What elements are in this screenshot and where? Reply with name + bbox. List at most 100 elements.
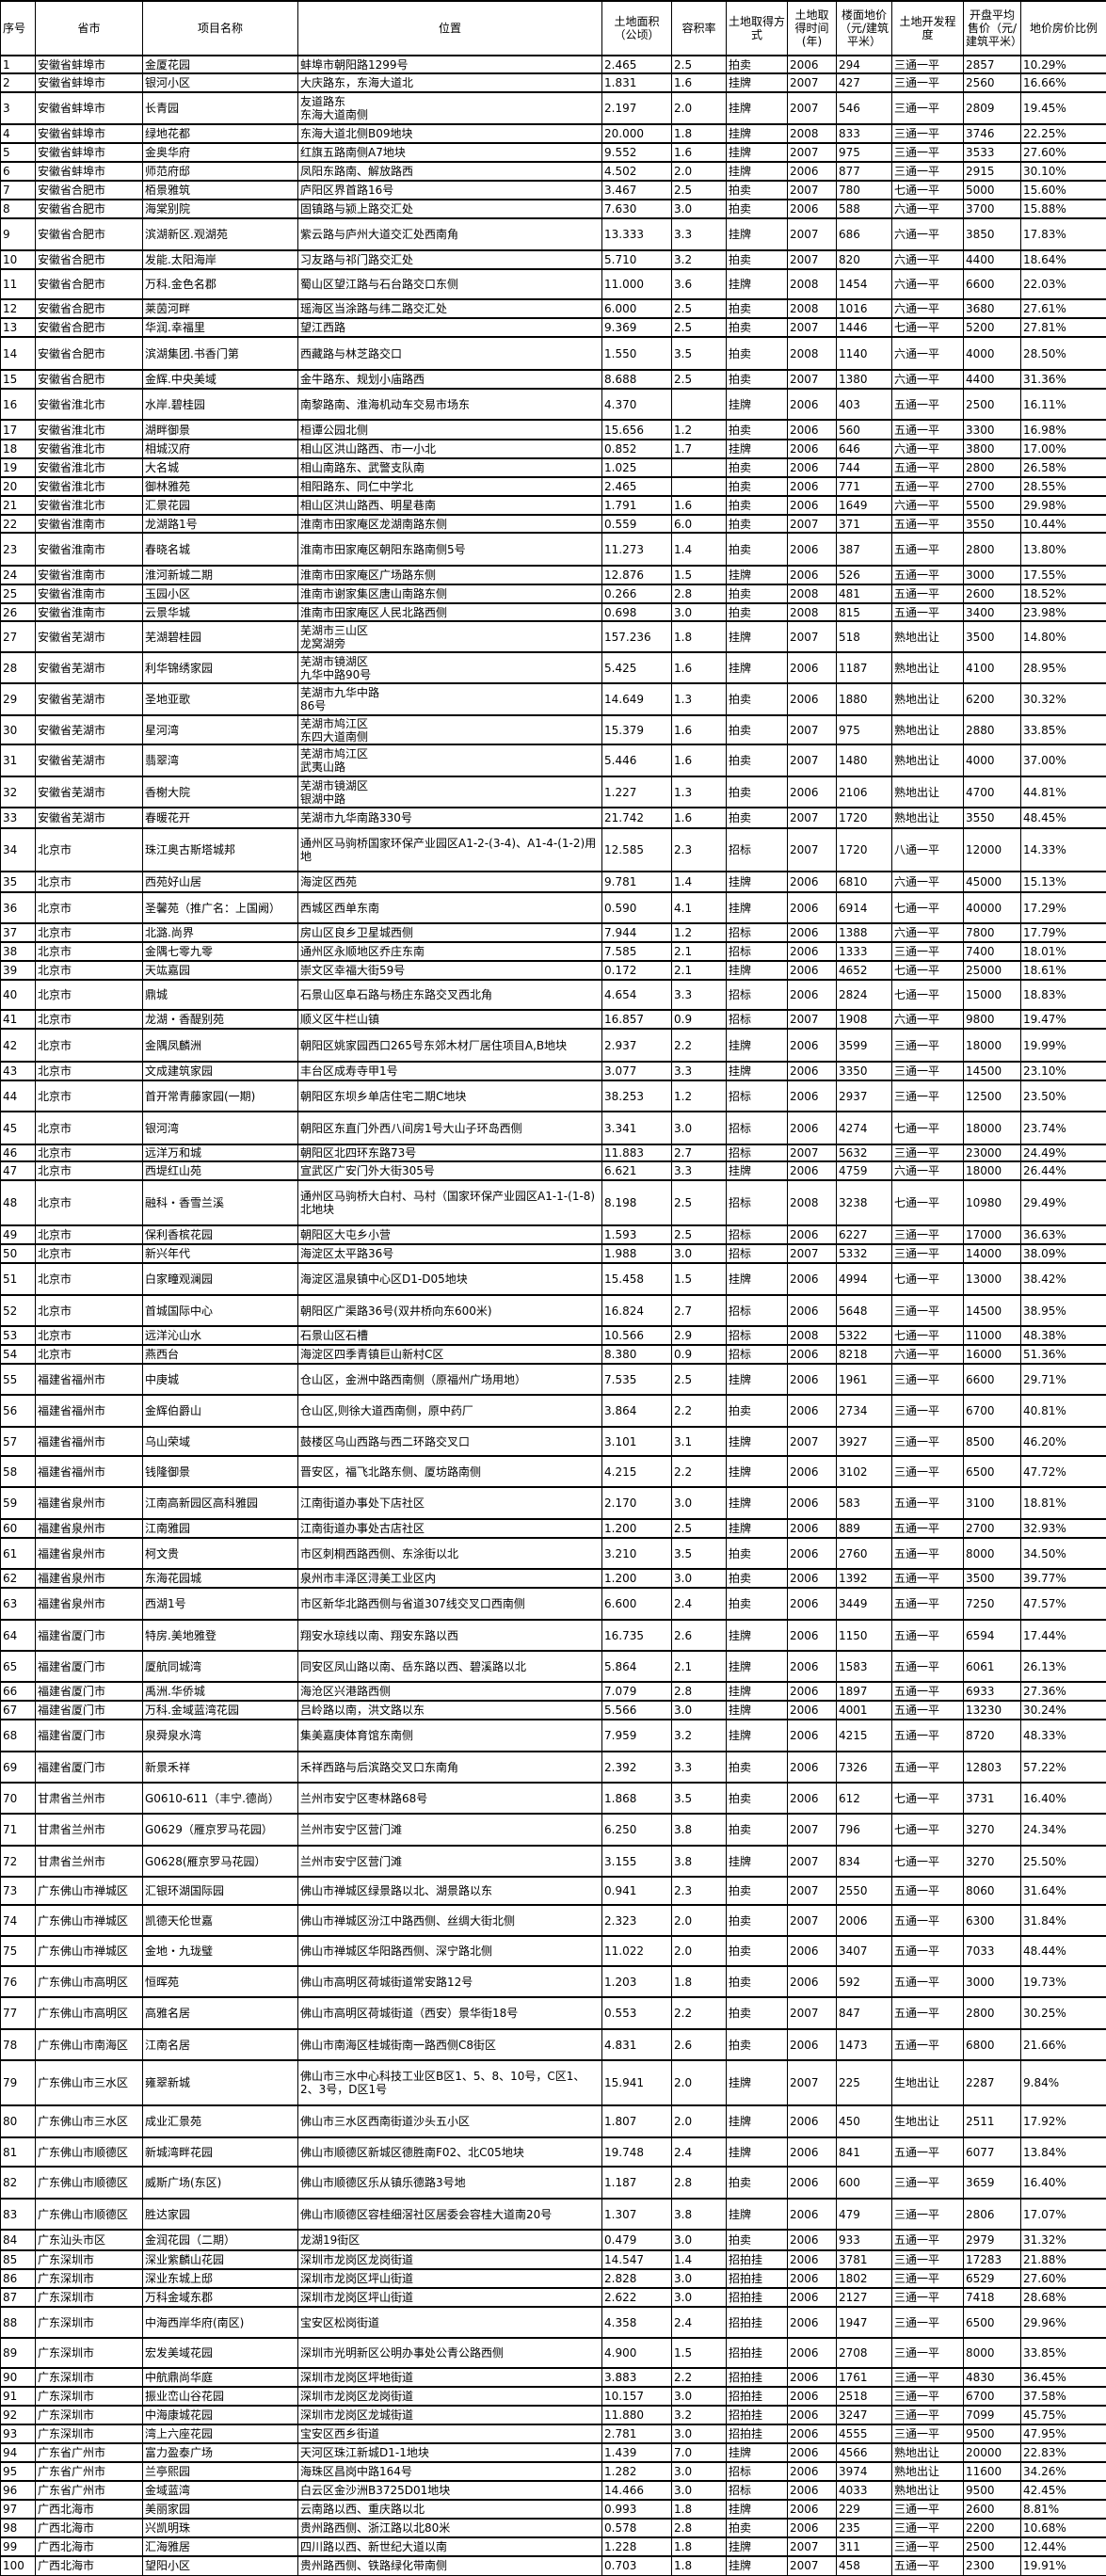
cell-avg-sale-price: 6700 xyxy=(964,1395,1021,1427)
cell-plot-ratio: 1.8 xyxy=(672,2537,727,2556)
cell-project-name: 美丽家园 xyxy=(143,2500,298,2519)
cell-location: 海淀区西苑 xyxy=(298,872,602,892)
cell-land-area: 16.824 xyxy=(602,1295,672,1326)
cell-plot-ratio: 2.5 xyxy=(672,181,727,200)
cell-province-city: 北京市 xyxy=(36,1263,143,1295)
cell-index: 47 xyxy=(1,1161,36,1180)
cell-plot-ratio: 3.0 xyxy=(672,1112,727,1144)
cell-development-level: 五通一平 xyxy=(892,533,964,566)
cell-land-house-price-ratio: 29.49% xyxy=(1021,1180,1106,1225)
cell-avg-sale-price: 3000 xyxy=(964,1966,1021,1997)
cell-plot-ratio: 2.6 xyxy=(672,1620,727,1651)
cell-province-city: 安徽省芜湖市 xyxy=(36,744,143,776)
cell-land-area: 0.703 xyxy=(602,2556,672,2575)
cell-index: 87 xyxy=(1,2288,36,2307)
cell-land-area: 0.479 xyxy=(602,2230,672,2250)
cell-index: 100 xyxy=(1,2556,36,2575)
cell-plot-ratio: 3.2 xyxy=(672,1720,727,1752)
cell-land-house-price-ratio: 8.81% xyxy=(1021,2500,1106,2519)
column-header-land-area: 土地面积（公顷） xyxy=(602,1,672,56)
cell-land-area: 2.937 xyxy=(602,1029,672,1062)
cell-avg-sale-price: 14000 xyxy=(964,1244,1021,1263)
cell-acquisition-year: 2006 xyxy=(788,1519,837,1538)
cell-development-level: 五通一平 xyxy=(892,2137,964,2167)
cell-location: 佛山市高明区荷城街道常安路12号 xyxy=(298,1966,602,1997)
cell-location: 大庆路东，东海大道北 xyxy=(298,73,602,92)
cell-land-area: 4.831 xyxy=(602,2029,672,2060)
cell-land-area: 6.600 xyxy=(602,1588,672,1620)
cell-land-area: 11.880 xyxy=(602,2406,672,2424)
cell-floor-price: 2550 xyxy=(837,1877,892,1905)
cell-development-level: 五通一平 xyxy=(892,1720,964,1752)
cell-floor-price: 2824 xyxy=(837,980,892,1010)
cell-acquisition-method: 挂牌 xyxy=(727,2556,788,2575)
cell-province-city: 安徽省合肥市 xyxy=(36,218,143,250)
cell-index: 53 xyxy=(1,1326,36,1345)
cell-development-level: 七通一平 xyxy=(892,980,964,1010)
cell-location: 淮南市田家庵区龙湖南路东侧 xyxy=(298,515,602,533)
cell-location: 通州区马驹桥国家环保产业园区A1-2-(3-4)、A1-4-(1-2)用地 xyxy=(298,828,602,872)
cell-index: 91 xyxy=(1,2387,36,2406)
cell-location: 芜湖市镜湖区 九华中路90号 xyxy=(298,652,602,683)
cell-project-name: 兴凯明珠 xyxy=(143,2519,298,2537)
cell-land-area: 15.458 xyxy=(602,1263,672,1295)
cell-land-area: 9.552 xyxy=(602,143,672,162)
cell-development-level: 五通一平 xyxy=(892,566,964,584)
cell-province-city: 广东佛山市禅城区 xyxy=(36,1905,143,1936)
cell-floor-price: 933 xyxy=(837,2230,892,2250)
cell-land-house-price-ratio: 36.63% xyxy=(1021,1225,1106,1244)
cell-avg-sale-price: 2880 xyxy=(964,715,1021,744)
cell-floor-price: 3781 xyxy=(837,2250,892,2269)
cell-development-level: 熟地出让 xyxy=(892,744,964,776)
cell-acquisition-year: 2007 xyxy=(788,181,837,200)
cell-index: 72 xyxy=(1,1846,36,1877)
cell-acquisition-method: 拍卖 xyxy=(727,250,788,269)
cell-province-city: 安徽省芜湖市 xyxy=(36,621,143,652)
cell-plot-ratio: 1.8 xyxy=(672,2500,727,2519)
cell-location: 桓谭公园北侧 xyxy=(298,420,602,440)
cell-province-city: 福建省泉州市 xyxy=(36,1538,143,1569)
cell-land-house-price-ratio: 51.36% xyxy=(1021,1345,1106,1364)
cell-index: 83 xyxy=(1,2199,36,2230)
cell-project-name: 恒晖苑 xyxy=(143,1966,298,1997)
cell-land-area: 1.439 xyxy=(602,2443,672,2462)
cell-project-name: 华润.幸福里 xyxy=(143,318,298,337)
cell-location: 仓山区，金洲中路西南侧（原福州广场用地） xyxy=(298,1364,602,1395)
cell-location: 市区刺桐西路西侧、东涂街以北 xyxy=(298,1538,602,1569)
cell-land-area: 6.000 xyxy=(602,299,672,318)
cell-acquisition-year: 2006 xyxy=(788,1062,837,1080)
cell-plot-ratio: 3.0 xyxy=(672,2288,727,2307)
cell-location: 兰州市安宁区营门滩 xyxy=(298,1814,602,1846)
cell-land-area: 7.959 xyxy=(602,1720,672,1752)
cell-acquisition-method: 拍卖 xyxy=(727,1966,788,1997)
cell-land-area: 2.197 xyxy=(602,92,672,124)
cell-index: 86 xyxy=(1,2269,36,2288)
cell-location: 习友路与祁门路交汇处 xyxy=(298,250,602,269)
cell-acquisition-method: 挂牌 xyxy=(727,73,788,92)
cell-land-house-price-ratio: 33.85% xyxy=(1021,715,1106,744)
cell-avg-sale-price: 8000 xyxy=(964,1538,1021,1569)
cell-project-name: 星河湾 xyxy=(143,715,298,744)
cell-index: 93 xyxy=(1,2424,36,2443)
cell-floor-price: 235 xyxy=(837,2519,892,2537)
cell-province-city: 福建省厦门市 xyxy=(36,1701,143,1720)
cell-acquisition-method: 挂牌 xyxy=(727,566,788,584)
cell-project-name: 新景禾祥 xyxy=(143,1752,298,1783)
cell-land-area: 4.215 xyxy=(602,1456,672,1487)
cell-floor-price: 3599 xyxy=(837,1029,892,1062)
column-header-province-city: 省市 xyxy=(36,1,143,56)
cell-acquisition-year: 2006 xyxy=(788,1538,837,1569)
cell-land-area: 3.341 xyxy=(602,1112,672,1144)
cell-plot-ratio: 1.4 xyxy=(672,872,727,892)
cell-avg-sale-price: 20000 xyxy=(964,2443,1021,2462)
cell-acquisition-year: 2008 xyxy=(788,337,837,370)
